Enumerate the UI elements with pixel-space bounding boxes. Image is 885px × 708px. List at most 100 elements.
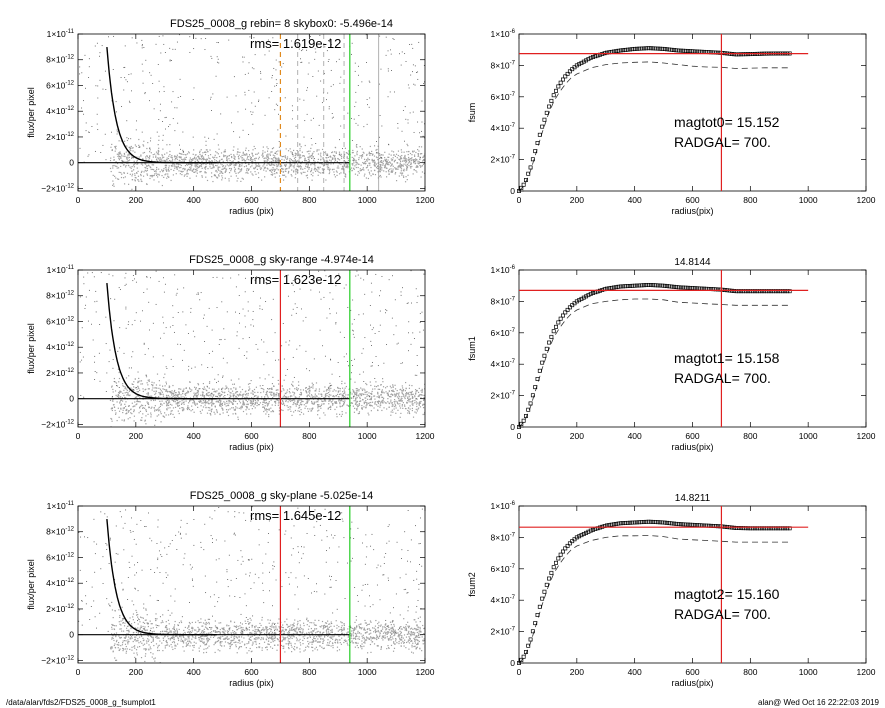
scatter-point: [310, 386, 313, 388]
scatter-point: [167, 403, 169, 405]
scatter-point: [383, 167, 386, 169]
scatter-point: [379, 156, 382, 158]
scatter-point: [135, 403, 137, 406]
scatter-point: [230, 392, 232, 394]
scatter-point: [88, 131, 90, 133]
scatter-point: [356, 392, 358, 394]
scatter-point: [302, 400, 304, 403]
scatter-point: [117, 350, 119, 352]
scatter-point: [398, 399, 400, 401]
scatter-point: [161, 174, 163, 177]
scatter-point: [243, 158, 245, 160]
scatter-point: [206, 325, 208, 327]
scatter-point: [175, 392, 177, 394]
scatter-point: [320, 172, 322, 174]
scatter-point: [343, 167, 345, 169]
scatter-point: [201, 402, 203, 404]
scatter-point: [233, 76, 235, 78]
scatter-point: [387, 50, 389, 52]
scatter-point: [387, 394, 389, 396]
scatter-point: [141, 310, 143, 312]
scatter-point: [166, 408, 168, 410]
scatter-point: [109, 159, 112, 162]
scatter-point: [302, 171, 304, 173]
scatter-point: [132, 280, 134, 282]
scatter-point: [261, 154, 263, 156]
scatter-point: [399, 155, 401, 158]
scatter-point: [394, 393, 396, 395]
profile-curve: [106, 283, 217, 400]
scatter-point: [269, 276, 271, 278]
scatter-point: [385, 387, 387, 389]
scatter-point: [398, 394, 400, 396]
scatter-point: [200, 158, 202, 160]
scatter-point: [289, 163, 291, 165]
scatter-point: [290, 151, 292, 153]
scatter-point: [289, 408, 291, 410]
scatter-point: [355, 641, 357, 644]
scatter-point: [79, 73, 81, 75]
scatter-point: [332, 395, 335, 397]
scatter-point: [125, 272, 127, 274]
scatter-point: [180, 157, 182, 159]
fsum-marker: [530, 393, 535, 398]
scatter-point: [357, 170, 359, 173]
scatter-point: [136, 161, 138, 163]
scatter-point: [196, 163, 198, 165]
scatter-point: [363, 381, 365, 382]
fsum-marker: [542, 117, 547, 122]
scatter-point: [323, 412, 325, 414]
scatter-point: [355, 275, 357, 277]
scatter-point: [155, 270, 157, 272]
scatter-point: [300, 168, 302, 170]
scatter-point: [342, 400, 344, 403]
scatter-point: [352, 365, 354, 366]
scatter-point: [338, 159, 341, 161]
scatter-point: [375, 163, 378, 165]
scatter-point: [367, 157, 369, 159]
scatter-point: [160, 403, 162, 406]
scatter-point: [262, 406, 264, 408]
scatter-point: [247, 168, 250, 170]
scatter-point: [95, 290, 97, 292]
scatter-point: [408, 321, 410, 323]
scatter-point: [163, 159, 165, 161]
scatter-point: [94, 355, 96, 357]
scatter-point: [344, 147, 347, 149]
scatter-point: [164, 117, 166, 119]
scatter-point: [377, 409, 379, 411]
scatter-point: [361, 407, 363, 409]
scatter-point: [189, 161, 191, 163]
scatter-point: [267, 159, 269, 161]
fsum-marker: [683, 285, 688, 290]
scatter-point: [272, 147, 275, 149]
scatter-point: [408, 160, 410, 162]
scatter-point: [183, 158, 185, 160]
scatter-point: [337, 158, 339, 160]
scatter-point: [310, 173, 312, 176]
fsum-marker: [521, 182, 526, 187]
scatter-point: [154, 399, 156, 401]
scatter-point: [395, 405, 397, 407]
scatter-point: [228, 402, 230, 404]
scatter-point: [276, 84, 277, 86]
scatter-point: [391, 409, 393, 411]
scatter-point: [118, 140, 120, 142]
fsum-marker: [702, 286, 707, 291]
scatter-point: [191, 162, 193, 165]
scatter-point: [276, 392, 278, 394]
scatter-point: [291, 395, 293, 397]
scatter-point: [391, 164, 393, 166]
inner-sum-curve: [518, 298, 791, 428]
scatter-point: [212, 156, 214, 158]
scatter-point: [374, 173, 377, 176]
scatter-point: [158, 153, 160, 156]
scatter-point: [222, 160, 224, 162]
scatter-point: [289, 160, 291, 163]
scatter-point: [153, 108, 155, 110]
scatter-point: [328, 388, 331, 390]
scatter-point: [181, 173, 183, 176]
scatter-point: [382, 396, 384, 399]
scatter-point: [288, 166, 291, 168]
profile-curve: [106, 47, 217, 164]
